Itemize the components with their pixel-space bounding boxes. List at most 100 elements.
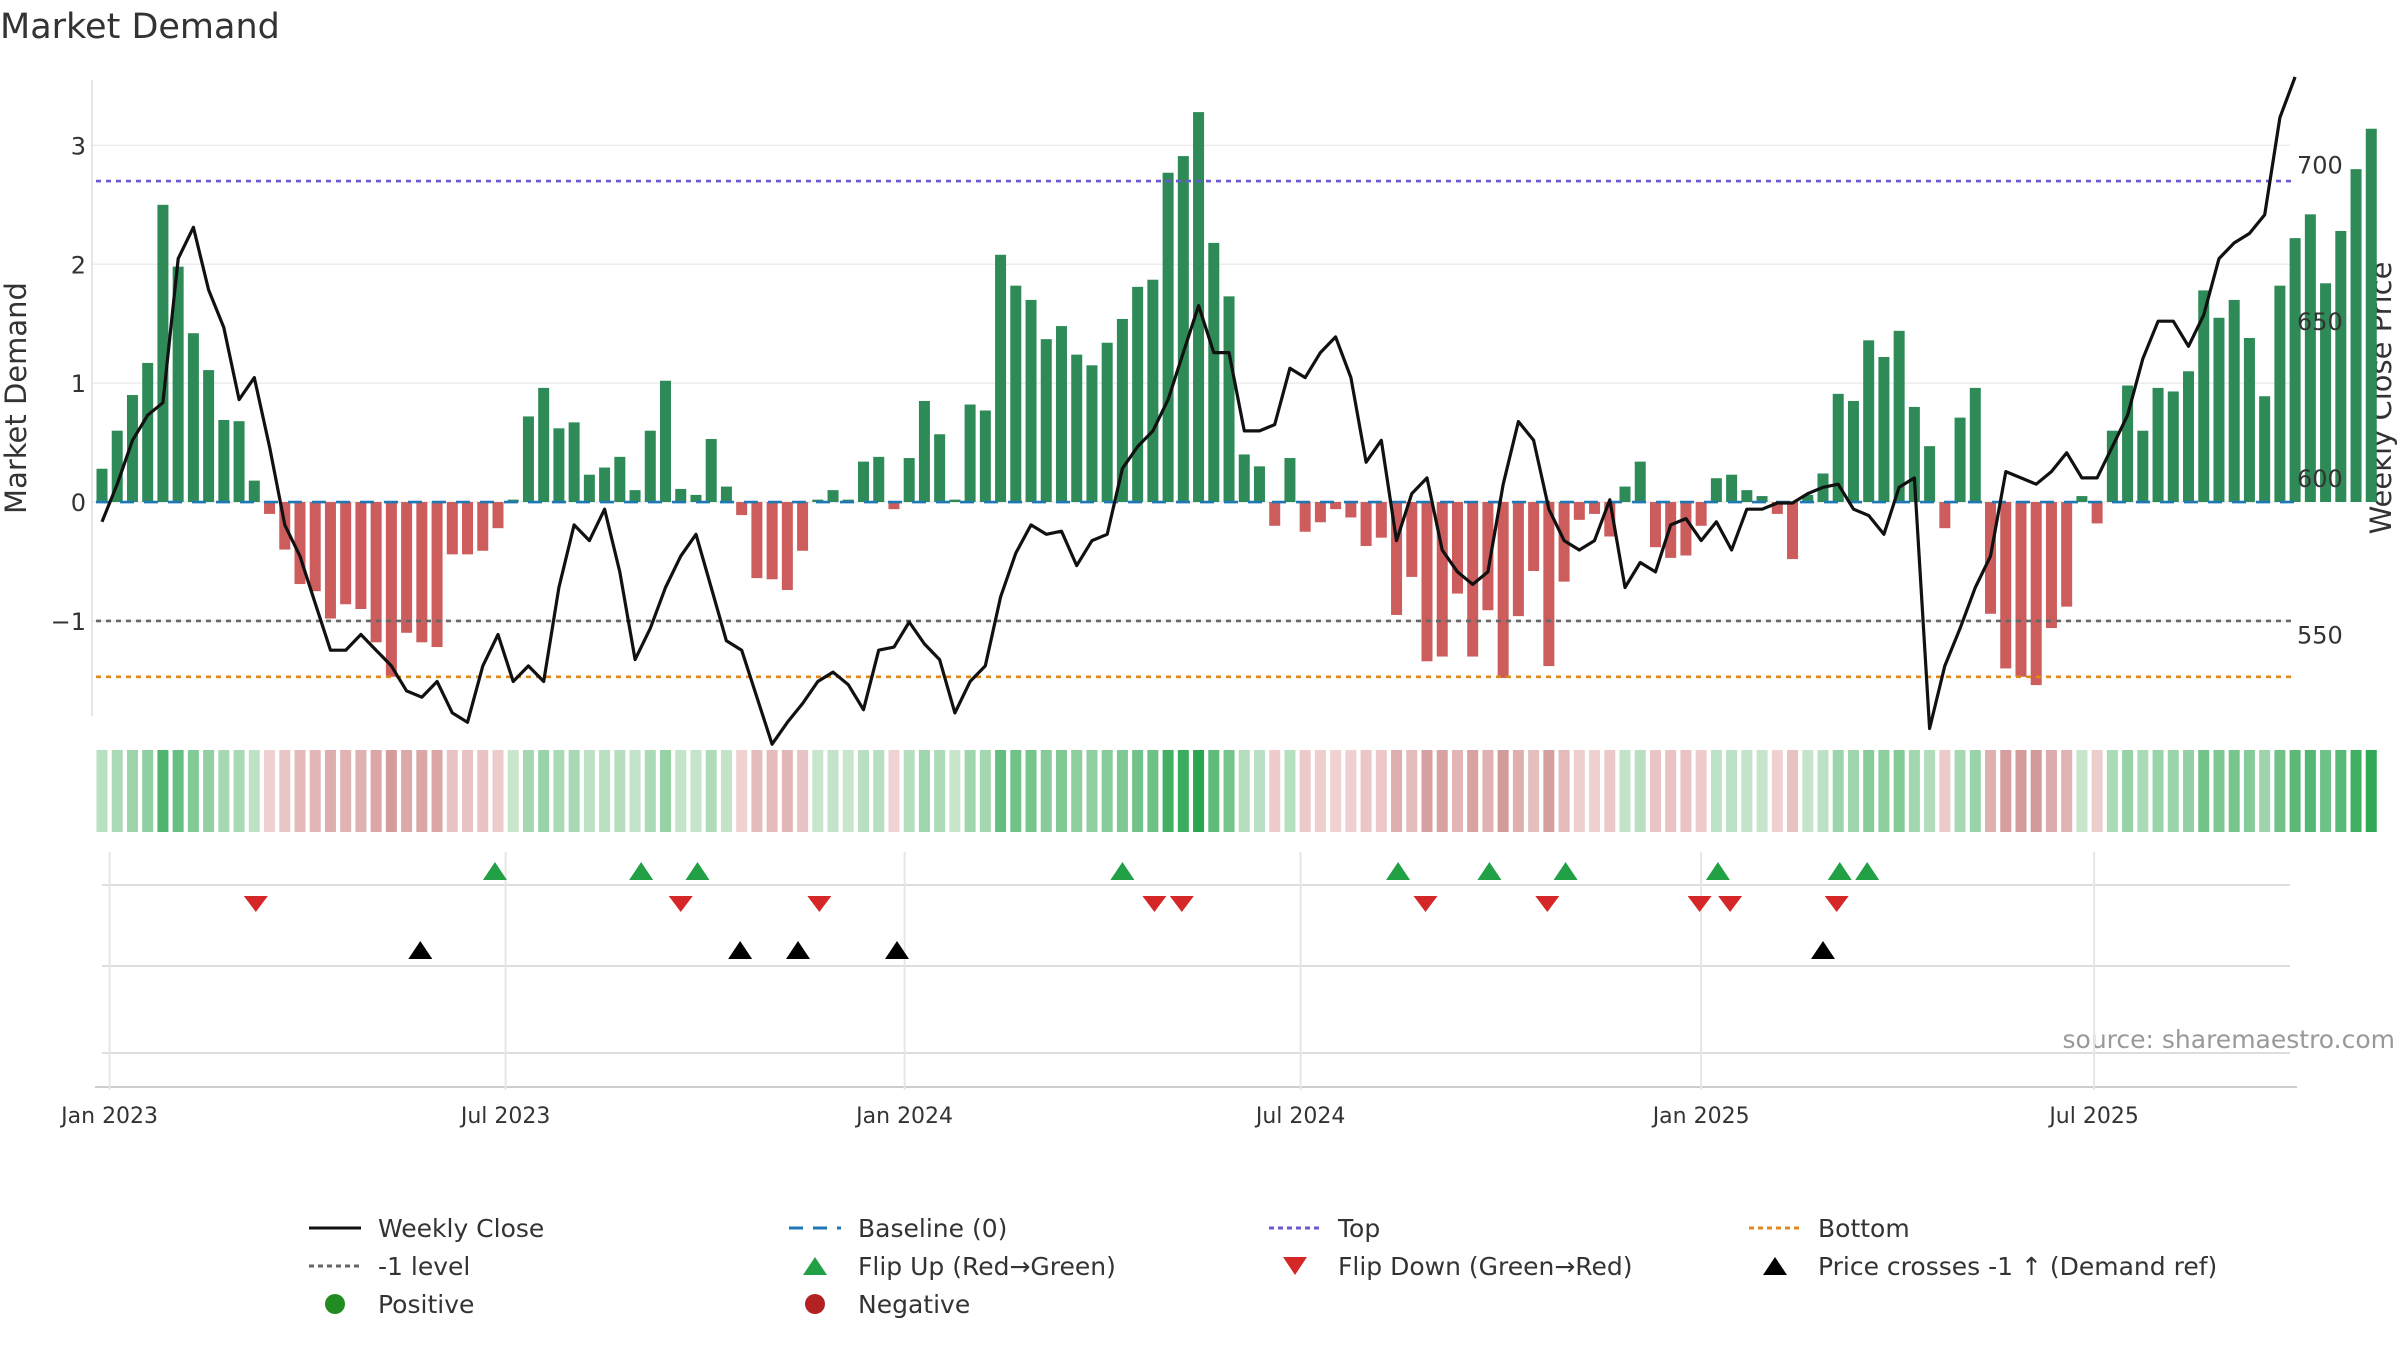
demand-bar [1467, 502, 1479, 657]
heat-cell [629, 750, 641, 832]
y2-tick-label: 650 [2297, 308, 2343, 336]
heat-cell [324, 750, 336, 832]
demand-bar [1878, 356, 1890, 503]
y-tick-label: 3 [71, 132, 86, 160]
heat-cell [979, 750, 991, 832]
heat-cell [1482, 750, 1494, 832]
legend-swatch-icon [300, 1248, 370, 1284]
heat-cell [2015, 750, 2027, 832]
heat-cell [675, 750, 687, 832]
heat-cell [1406, 750, 1418, 832]
demand-bar [2335, 230, 2347, 503]
demand-bar [2152, 387, 2164, 503]
demand-bar [1497, 502, 1509, 678]
heat-cell [705, 750, 717, 832]
y-tick-label: 2 [71, 251, 86, 279]
demand-bar [385, 502, 397, 677]
flip-up-marker [1705, 862, 1730, 880]
demand-bar [1116, 318, 1128, 503]
demand-bar [416, 502, 428, 643]
heat-cell [492, 750, 504, 832]
demand-bar [1223, 296, 1235, 503]
demand-bar [2106, 430, 2118, 503]
demand-bar [873, 456, 885, 503]
demand-bar [720, 486, 732, 503]
demand-bar [1040, 339, 1052, 503]
legend-item: Bottom [1740, 1210, 1910, 1246]
heat-cell [1847, 750, 1859, 832]
heat-cell [583, 750, 595, 832]
flip-up-marker [1110, 862, 1135, 880]
heat-cell [1893, 750, 1905, 832]
legend-item: Flip Up (Red→Green) [780, 1248, 1116, 1284]
heat-cell [873, 750, 885, 832]
heat-cell [1832, 750, 1844, 832]
demand-bar [248, 480, 260, 503]
demand-bar [1802, 494, 1814, 503]
heat-cell [2183, 750, 2195, 832]
demand-bar [1451, 502, 1463, 594]
heat-cell [538, 750, 550, 832]
legend-swatch-icon [300, 1210, 370, 1246]
heat-cell [812, 750, 824, 832]
demand-bar [1314, 502, 1326, 523]
demand-bar [675, 488, 687, 503]
heat-cell [690, 750, 702, 832]
heat-cell [218, 750, 230, 832]
demand-bar [2137, 430, 2149, 503]
demand-bar [1787, 502, 1799, 560]
demand-bar [1162, 172, 1174, 503]
flip-up-marker [1553, 862, 1578, 880]
price-cross-marker [885, 941, 910, 959]
heat-cell [1802, 750, 1814, 832]
demand-bar [538, 387, 550, 503]
heat-cell [1467, 750, 1479, 832]
heat-cell [2274, 750, 2286, 832]
flip-down-marker [1535, 896, 1560, 912]
demand-bar [1832, 393, 1844, 503]
heat-cell [1969, 750, 1981, 832]
heat-cell [1497, 750, 1509, 832]
heat-cell [2289, 750, 2301, 832]
x-tick-label: Jul 2023 [459, 1104, 551, 1129]
demand-bar [1954, 417, 1966, 503]
legend-swatch-icon [1260, 1210, 1330, 1246]
demand-bar [979, 410, 991, 503]
flip-up-marker [1855, 862, 1880, 880]
demand-bar [187, 333, 199, 503]
demand-bar [2320, 283, 2332, 503]
heat-cell [111, 750, 123, 832]
flip-up-marker [1827, 862, 1852, 880]
demand-bar [1406, 502, 1418, 577]
heat-cell [1132, 750, 1144, 832]
heat-cell [2198, 750, 2210, 832]
heat-cell [401, 750, 413, 832]
demand-bar [1284, 458, 1296, 503]
heat-cell [918, 750, 930, 832]
demand-bar [2289, 238, 2301, 503]
demand-bar [2045, 502, 2057, 629]
legend-swatch-icon [1740, 1210, 1810, 1246]
heat-cell [2000, 750, 2012, 832]
heat-cell [1391, 750, 1403, 832]
demand-bar [111, 430, 123, 503]
chart-title: Market Demand [0, 7, 280, 47]
heat-cell [751, 750, 763, 832]
heat-cell [1360, 750, 1372, 832]
legend-item: Weekly Close [300, 1210, 544, 1246]
demand-bar [1238, 454, 1250, 503]
demand-bar [96, 468, 108, 503]
heat-cell [1451, 750, 1463, 832]
heat-cell [1345, 750, 1357, 832]
heat-cell [233, 750, 245, 832]
heat-cell [1985, 750, 1997, 832]
demand-bar [888, 502, 900, 510]
demand-bar [1634, 461, 1646, 503]
y-axis-label: Market Demand [0, 282, 33, 514]
heat-cell [1589, 750, 1601, 832]
heat-cell [142, 750, 154, 832]
heat-cell [766, 750, 778, 832]
demand-bar [1863, 340, 1875, 503]
heat-cell [888, 750, 900, 832]
demand-bar [1573, 502, 1585, 520]
